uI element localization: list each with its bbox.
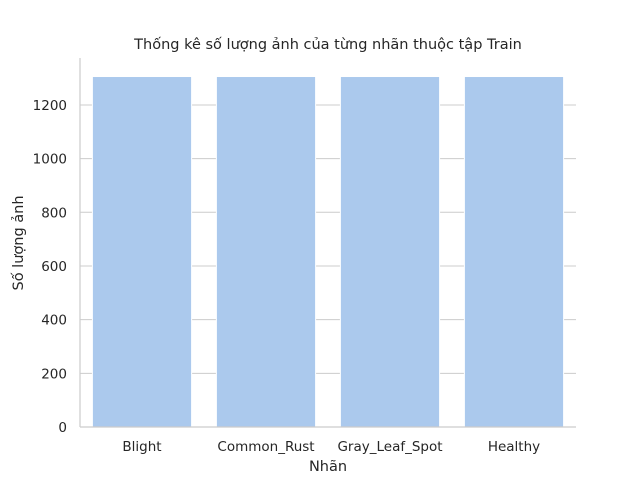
x-tick-label: Blight [122, 439, 161, 455]
y-tick-label: 0 [58, 420, 67, 436]
y-tick-label: 1200 [33, 98, 67, 114]
bar-healthy [463, 76, 565, 428]
x-tick-label: Gray_Leaf_Spot [337, 439, 442, 455]
chart-title: Thống kê số lượng ảnh của từng nhãn thuộ… [133, 36, 522, 53]
y-tick-label: 600 [41, 259, 67, 275]
bar-blight [91, 76, 193, 428]
y-tick-label: 800 [41, 205, 67, 221]
y-tick-label: 400 [41, 313, 67, 329]
bars [91, 76, 565, 428]
y-tick-label: 200 [41, 366, 67, 382]
bar-gray-leaf-spot [339, 76, 441, 428]
x-tick-label: Healthy [488, 439, 540, 455]
bar-common-rust [215, 76, 317, 428]
x-tick-labels: Blight Common_Rust Gray_Leaf_Spot Healthy [122, 439, 540, 455]
x-tick-label: Common_Rust [217, 439, 314, 455]
x-axis-label: Nhãn [309, 459, 347, 475]
y-tick-label: 1000 [33, 152, 67, 168]
y-axis-label: Số lượng ảnh [10, 195, 27, 290]
y-tick-labels: 0 200 400 600 800 1000 1200 [33, 98, 67, 436]
